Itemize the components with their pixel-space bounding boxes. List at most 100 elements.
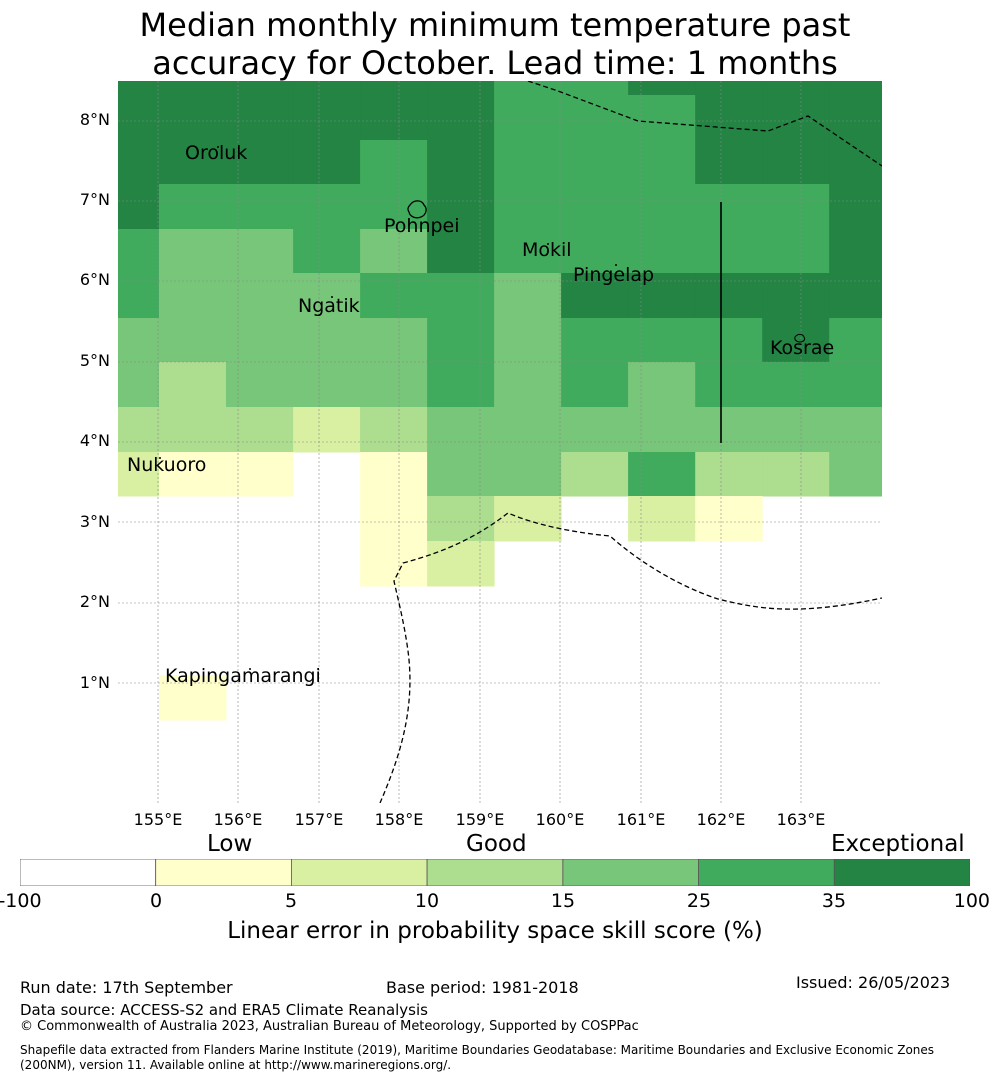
skill-cell	[159, 184, 227, 230]
colorbar-tick: 15	[550, 890, 576, 912]
title-line-2: accuracy for October. Lead time: 1 month…	[152, 44, 838, 82]
skill-cell	[561, 362, 629, 408]
skill-cell	[159, 318, 227, 363]
skill-cell	[118, 362, 160, 408]
colorbar-segment	[290, 859, 428, 886]
skill-cell	[628, 318, 696, 363]
skill-cell	[226, 407, 294, 453]
skill-cell	[829, 407, 882, 453]
skill-cell	[762, 362, 830, 408]
skill-cell	[118, 95, 160, 141]
copyright: © Commonwealth of Australia 2023, Austra…	[20, 1019, 639, 1034]
skill-cell	[628, 140, 696, 185]
skill-cell	[226, 229, 294, 274]
skill-cell	[427, 496, 495, 542]
colorbar-tick: 0	[149, 890, 163, 912]
oroluk-atoll-icon	[217, 146, 219, 148]
eez-boundary-north	[527, 81, 882, 167]
colorbar-segment	[562, 859, 700, 886]
lon-label: 157°E	[294, 810, 344, 829]
skill-cell	[360, 318, 428, 363]
colorbar-tick: 25	[686, 890, 712, 912]
colorbar-tick: 10	[414, 890, 440, 912]
skill-cell	[427, 362, 495, 408]
skill-cell	[494, 184, 562, 230]
skill-cell	[427, 273, 495, 319]
skill-cell	[118, 318, 160, 363]
place-label-kapingamarangi: Kapingamarangi	[165, 665, 321, 687]
colorbar-segment	[426, 859, 564, 886]
skill-cell	[293, 273, 361, 319]
colorbar-tick: 5	[284, 890, 298, 912]
lon-label: 159°E	[455, 810, 505, 829]
lat-label: 2°N	[79, 592, 110, 611]
skill-cell	[762, 229, 830, 274]
skill-cell	[226, 452, 294, 497]
skill-cell	[762, 140, 830, 185]
skill-cell	[762, 95, 830, 141]
skill-cell	[118, 229, 160, 274]
place-label-nukuoro: Nukuoro	[127, 454, 207, 476]
skill-cell	[494, 496, 562, 542]
skill-cell	[427, 229, 495, 274]
kosrae-island-icon	[794, 333, 806, 343]
skill-cell	[118, 184, 160, 230]
skill-cell	[427, 140, 495, 185]
colorbar-segment	[20, 859, 157, 886]
mokil-atoll-icon	[547, 243, 549, 245]
data-source: Data source: ACCESS-S2 and ERA5 Climate …	[20, 1001, 428, 1019]
place-label-mokil: Mokil	[522, 239, 572, 261]
lat-label: 7°N	[79, 190, 110, 209]
skill-cell	[494, 81, 562, 96]
skill-cell	[293, 184, 361, 230]
skill-cell	[494, 273, 562, 319]
skill-cell	[159, 81, 227, 96]
lat-label: 5°N	[79, 351, 110, 370]
skill-cell	[695, 184, 763, 230]
skill-cell	[427, 184, 495, 230]
skill-cell	[695, 407, 763, 453]
skill-cell	[360, 95, 428, 141]
lon-label: 158°E	[374, 810, 424, 829]
skill-cell	[628, 273, 696, 319]
skill-cell	[118, 273, 160, 319]
skill-cell	[226, 140, 294, 185]
graticule	[118, 81, 882, 803]
run-date: Run date: 17th September	[20, 978, 233, 997]
skill-cell	[628, 362, 696, 408]
skill-cell	[494, 407, 562, 453]
skill-cell	[695, 140, 763, 185]
skill-cell	[360, 229, 428, 274]
skill-cell	[829, 81, 882, 96]
skill-cell	[118, 81, 160, 96]
skill-cell	[628, 184, 696, 230]
skill-cell	[427, 452, 495, 497]
skill-cell	[427, 541, 495, 587]
lon-label: 155°E	[133, 810, 183, 829]
skill-cell	[695, 229, 763, 274]
skill-cell	[159, 140, 227, 185]
skill-cell	[360, 184, 428, 230]
skill-cell	[561, 273, 629, 319]
skill-cell	[159, 229, 227, 274]
colorbar-tick: 100	[953, 890, 990, 912]
kapingamarangi-atoll-icon	[249, 668, 251, 670]
skill-cell	[494, 140, 562, 185]
skill-cell	[695, 81, 763, 96]
lat-label: 8°N	[79, 110, 110, 129]
lon-label: 156°E	[213, 810, 263, 829]
skill-cell	[226, 184, 294, 230]
skill-grid	[118, 81, 882, 721]
colorbar-tick: 35	[821, 890, 847, 912]
lon-label: 162°E	[696, 810, 746, 829]
skill-cell	[762, 184, 830, 230]
colorbar-title: Linear error in probability space skill …	[227, 918, 763, 944]
place-label-pohnpei: Pohnpei	[384, 215, 460, 237]
skill-cell	[628, 229, 696, 274]
skill-cell	[494, 229, 562, 274]
skill-cell	[159, 675, 227, 721]
skill-cell	[293, 95, 361, 141]
skill-cell	[293, 407, 361, 453]
skill-cell	[829, 184, 882, 230]
lon-label: 160°E	[535, 810, 585, 829]
